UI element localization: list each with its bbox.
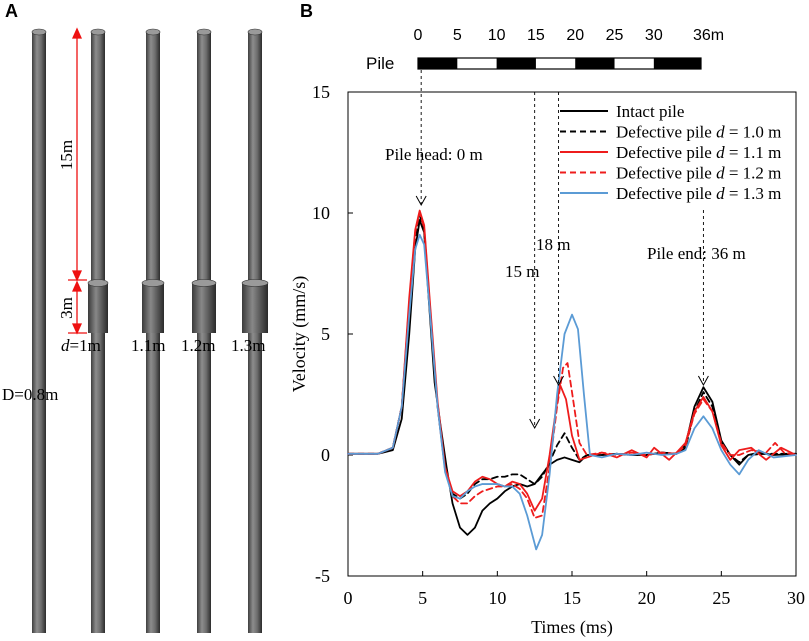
scalebar-ticks: 0 5 10 15 20 25 30 36m xyxy=(414,27,725,44)
pile-end-arrow-head xyxy=(697,375,709,387)
defect-label-1-0: d=1m xyxy=(61,336,101,355)
pile-defect-1-0 xyxy=(87,28,109,633)
panel-a: A xyxy=(2,1,269,633)
scalebar-segments xyxy=(418,58,701,69)
legend-label-1: Defective pile d = 1.0 m xyxy=(616,123,781,142)
x-tick-label: 5 xyxy=(418,588,427,608)
legend-label-2: Defective pile d = 1.1 m xyxy=(616,143,781,162)
x-axis-label: Times (ms) xyxy=(531,617,613,638)
defect-label-1-2: 1.2m xyxy=(181,336,215,355)
x-tick-label: 15 xyxy=(563,588,581,608)
length-15m-label: 15m xyxy=(57,140,76,170)
x-tick-label: 25 xyxy=(712,588,730,608)
series-line-0 xyxy=(347,219,797,536)
annotation-18m: 18 m xyxy=(536,235,570,254)
legend-label-3: Defective pile d = 1.2 m xyxy=(616,164,781,183)
scalebar-tick-label: 0 xyxy=(414,27,423,44)
annotation-pile-end: Pile end: 36 m xyxy=(647,244,746,263)
annotation-15m: 15 m xyxy=(505,262,539,281)
panel-b: B Pile 0 5 10 15 20 25 30 36m 0 5 10 15 20 25 30 -5 0 5 1… xyxy=(289,1,805,638)
x-tick-label: 0 xyxy=(344,588,353,608)
series-layer xyxy=(347,209,797,551)
pile-defect-1-2 xyxy=(191,28,217,633)
scalebar-segment xyxy=(653,58,701,69)
mark-18m-arrow-head xyxy=(553,375,564,387)
scalebar-tick-label: 30 xyxy=(645,27,663,44)
mark-15m-arrow-head xyxy=(529,418,541,430)
panel-a-letter: A xyxy=(5,1,18,21)
pile-defect-1-1 xyxy=(141,28,165,633)
pile-scalebar: Pile 0 5 10 15 20 25 30 36m xyxy=(366,27,724,73)
pile-intact xyxy=(31,28,47,633)
x-tick-label: 10 xyxy=(488,588,506,608)
scalebar-tick-label: 20 xyxy=(566,27,584,44)
x-tick-label: 20 xyxy=(638,588,656,608)
scalebar-tick-label: 10 xyxy=(488,27,506,44)
scalebar-segment xyxy=(418,58,458,69)
scalebar-tick-label: 25 xyxy=(606,27,624,44)
legend-label-4: Defective pile d = 1.3 m xyxy=(616,184,781,203)
y-tick-label: 0 xyxy=(321,445,330,465)
annotation-layer: Pile head: 0 m 15 m 18 m Pile end: 36 m xyxy=(385,70,746,430)
series-line-4 xyxy=(347,233,797,551)
y-axis-label: Velocity (mm/s) xyxy=(289,276,310,392)
defect-label-1-1: 1.1m xyxy=(131,336,165,355)
y-tick-label: 5 xyxy=(321,324,330,344)
annotation-pile-head: Pile head: 0 m xyxy=(385,145,483,164)
y-tick-label: -5 xyxy=(315,566,330,586)
scalebar-label: Pile xyxy=(366,54,394,73)
length-3m-label: 3m xyxy=(57,297,76,319)
x-tick-label: 30 xyxy=(787,588,805,608)
scalebar-tick-label: 5 xyxy=(453,27,462,44)
pile-defect-1-3 xyxy=(241,28,269,633)
axis-ticks: 0 5 10 15 20 25 30 -5 0 5 10 15 xyxy=(312,82,805,608)
diameter-label: D=0.8m xyxy=(2,385,58,404)
scalebar-segment xyxy=(575,58,615,69)
dimension-arrows xyxy=(68,27,87,335)
panel-b-letter: B xyxy=(300,1,313,21)
scalebar-tick-label: 15 xyxy=(527,27,545,44)
pile-head-arrow-head xyxy=(415,195,427,207)
scalebar-segment xyxy=(496,58,536,69)
defect-label-1-3: 1.3m xyxy=(231,336,265,355)
legend-label-0: Intact pile xyxy=(616,102,684,121)
y-tick-label: 10 xyxy=(312,203,330,223)
scalebar-tick-label: 36m xyxy=(693,27,724,44)
y-tick-label: 15 xyxy=(312,82,330,102)
